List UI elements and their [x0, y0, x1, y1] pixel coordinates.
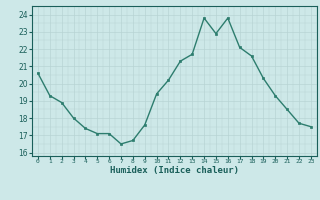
X-axis label: Humidex (Indice chaleur): Humidex (Indice chaleur): [110, 166, 239, 175]
